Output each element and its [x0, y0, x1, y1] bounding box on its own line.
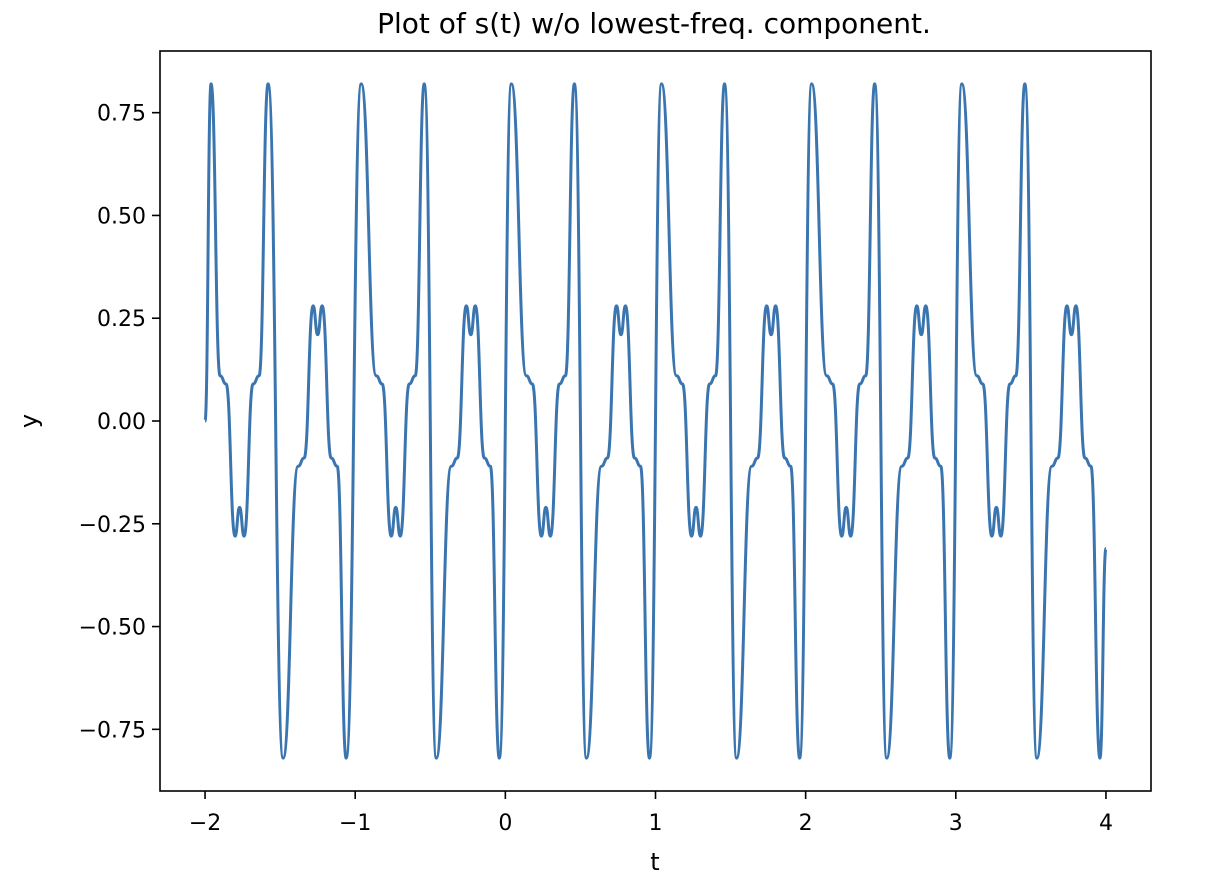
x-tick-label: 0 — [498, 811, 512, 836]
y-axis: 0.75 0.50 0.25 0.00 −0.25 −0.50 −0.75 — [79, 102, 160, 743]
y-tick-label: −0.50 — [79, 616, 146, 641]
chart-title: Plot of s(t) w/o lowest-freq. component. — [377, 7, 931, 40]
y-tick-label: 0.25 — [97, 307, 146, 332]
x-tick-label: 2 — [799, 811, 813, 836]
x-tick-label: −2 — [189, 811, 221, 836]
y-tick-label: −0.75 — [79, 718, 146, 743]
y-tick-label: 0.50 — [97, 204, 146, 229]
y-tick-label: 0.75 — [97, 102, 146, 127]
x-tick-label: 1 — [649, 811, 663, 836]
series-layer — [203, 82, 1108, 760]
x-axis: −2 −1 0 1 2 3 4 — [189, 791, 1113, 836]
y-axis-label: y — [15, 414, 43, 428]
x-tick-label: −1 — [339, 811, 371, 836]
x-axis-label: t — [650, 848, 659, 876]
y-tick-label: −0.25 — [79, 513, 146, 538]
y-tick-label: 0.00 — [97, 410, 146, 435]
series-line — [203, 82, 1108, 760]
x-tick-label: 3 — [949, 811, 963, 836]
x-tick-label: 4 — [1099, 811, 1113, 836]
